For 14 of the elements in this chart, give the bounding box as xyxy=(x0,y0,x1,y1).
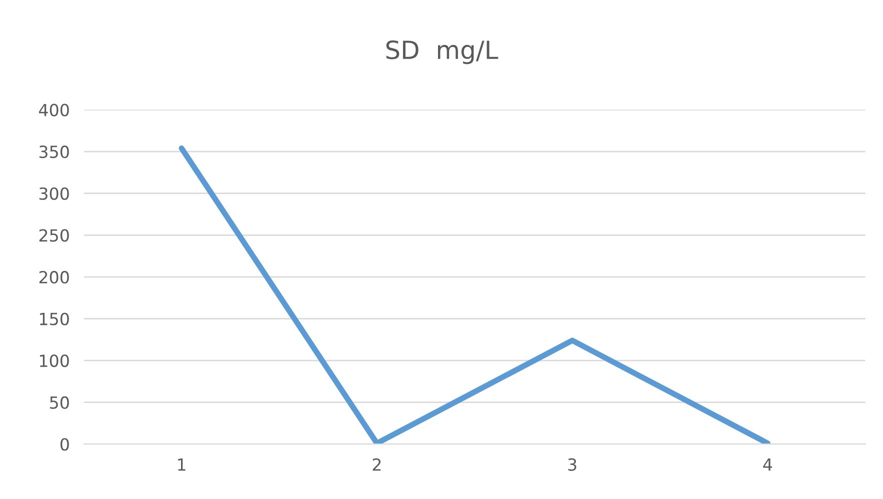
y-tick-label: 0 xyxy=(60,438,69,451)
y-tick-label: 200 xyxy=(39,270,69,284)
y-tick-label: 250 xyxy=(39,229,69,242)
y-tick-label: 400 xyxy=(39,104,69,116)
chart-title: SD mg/L xyxy=(386,40,498,64)
y-tick-label: 50 xyxy=(50,396,69,409)
y-tick-label: 100 xyxy=(40,354,69,368)
y-tick-label: 350 xyxy=(39,146,69,158)
x-tick-label: 3 xyxy=(568,458,576,471)
x-tick-label: 2 xyxy=(372,458,381,471)
y-tick-label: 150 xyxy=(40,312,69,326)
x-tick-label: 1 xyxy=(178,458,186,471)
y-tick-label: 300 xyxy=(39,187,69,200)
x-tick-label: 4 xyxy=(763,458,772,471)
